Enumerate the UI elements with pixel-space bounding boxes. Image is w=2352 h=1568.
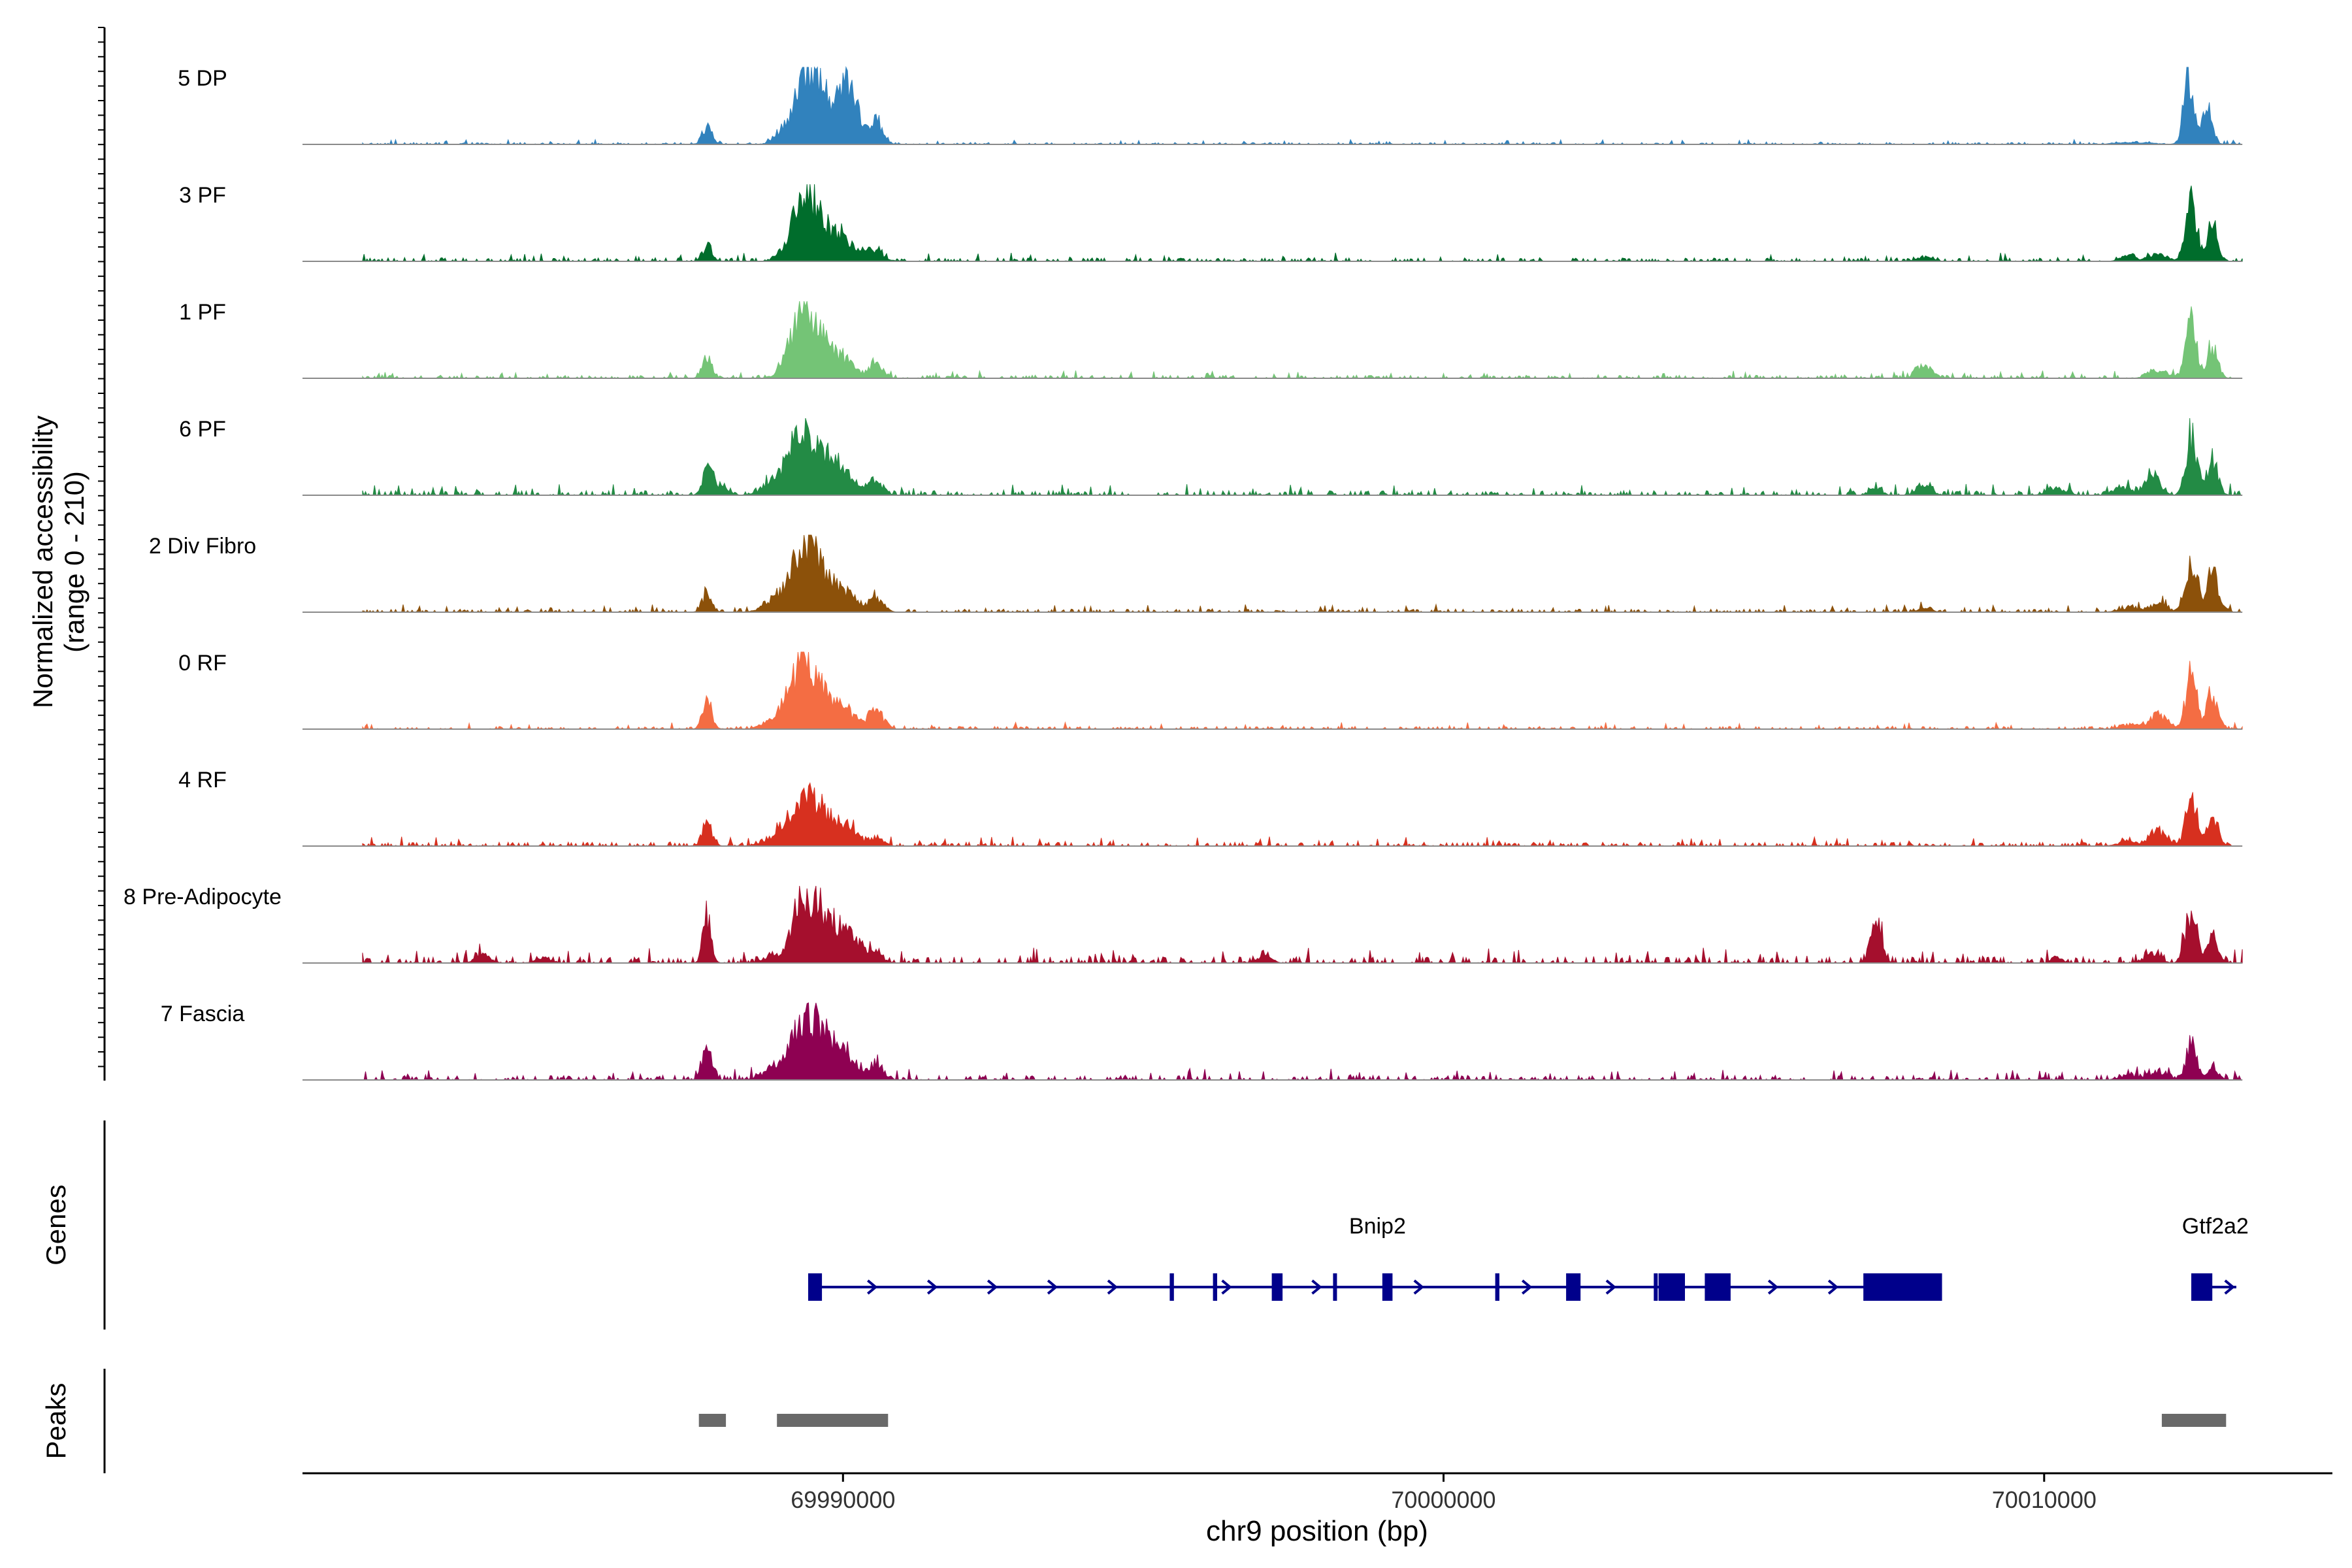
- x-axis-ticks: 69990000 70000000 70010000: [791, 1473, 2097, 1513]
- gene-exon: [1658, 1273, 1685, 1301]
- track-4-rf: 4 RF: [178, 768, 2243, 847]
- x-tick-label: 69990000: [791, 1486, 895, 1513]
- gene-strand-arrow: [1827, 1279, 1839, 1295]
- x-axis-label: chr9 position (bp): [1206, 1515, 1428, 1547]
- peaks-track-label: Peaks: [41, 1383, 71, 1460]
- track-3-pf: 3 PF: [179, 183, 2243, 263]
- gene-exon: [1382, 1273, 1393, 1301]
- track-1-pf: 1 PF: [179, 300, 2243, 380]
- gene-strand-arrow: [2224, 1279, 2235, 1295]
- y-axis-label-line1: Normalized accessibility: [27, 416, 58, 708]
- gene-exon: [1654, 1273, 1658, 1301]
- peak-region: [2161, 1414, 2227, 1427]
- peak-region: [777, 1414, 889, 1427]
- track-label: 6 PF: [179, 417, 226, 442]
- gene-annotations: Bnip2 Gtf2a2: [808, 1214, 2249, 1301]
- gene-label: Bnip2: [1349, 1214, 1406, 1239]
- track-2-div-fibro: 2 Div Fibro: [149, 534, 2243, 613]
- gene-strand-arrow: [1521, 1279, 1533, 1295]
- coverage-area-7-fascia: [362, 1002, 2243, 1081]
- track-label: 8 Pre-Adipocyte: [123, 885, 282, 909]
- gene-bnip2: Bnip2: [808, 1214, 1942, 1301]
- genes-track-label: Genes: [41, 1184, 71, 1266]
- gene-strand-arrow: [1413, 1279, 1424, 1295]
- gene-strand-arrow: [1047, 1279, 1058, 1295]
- track-label: 2 Div Fibro: [149, 534, 256, 559]
- gene-strand-arrow: [1221, 1279, 1232, 1295]
- gene-label: Gtf2a2: [2182, 1214, 2249, 1239]
- x-tick-label: 70010000: [1992, 1486, 2097, 1513]
- gene-exon: [1213, 1273, 1217, 1301]
- gene-strand-arrow: [1311, 1279, 1322, 1295]
- gene-gtf2a2: Gtf2a2: [2182, 1214, 2249, 1301]
- gene-exon: [1271, 1273, 1283, 1301]
- gene-strand-arrow: [1107, 1279, 1119, 1295]
- track-label: 0 RF: [178, 651, 227, 676]
- track-label: 4 RF: [178, 768, 227, 792]
- gene-exon: [2191, 1273, 2213, 1301]
- coverage-y-axis-ticks: [98, 27, 105, 1068]
- gene-strand-arrow: [1767, 1279, 1779, 1295]
- track-8-pre-adipocyte: 8 Pre-Adipocyte: [123, 885, 2243, 964]
- gene-exon: [1863, 1273, 1942, 1301]
- gene-exon: [1495, 1273, 1499, 1301]
- gene-strand-arrow: [1605, 1279, 1617, 1295]
- track-label: 1 PF: [179, 300, 226, 325]
- track-7-fascia: 7 Fascia: [161, 1002, 2243, 1081]
- gene-exon: [808, 1273, 823, 1301]
- track-0-rf: 0 RF: [178, 651, 2243, 730]
- gene-exon: [1333, 1273, 1337, 1301]
- track-label: 7 Fascia: [161, 1002, 245, 1026]
- gene-exon: [1705, 1273, 1731, 1301]
- gene-exon: [1169, 1273, 1174, 1301]
- track-6-pf: 6 PF: [179, 417, 2243, 497]
- gene-strand-arrow: [866, 1279, 878, 1295]
- gene-exon: [1566, 1273, 1581, 1301]
- gene-strand-arrow: [987, 1279, 998, 1295]
- track-label: 5 DP: [178, 66, 227, 91]
- coverage-tracks: 5 DP 3 PF 1 PF 6 PF 2 Div Fibro 0 RF 4 RF 8 Pre…: [123, 66, 2243, 1081]
- peak-region: [698, 1414, 727, 1427]
- gene-strand-arrow: [926, 1279, 938, 1295]
- x-tick-label: 70000000: [1391, 1486, 1495, 1513]
- peak-regions: [698, 1414, 2227, 1427]
- track-5-dp: 5 DP: [178, 66, 2243, 146]
- track-label: 3 PF: [179, 183, 226, 208]
- y-axis-label-line2: (range 0 - 210): [59, 471, 90, 653]
